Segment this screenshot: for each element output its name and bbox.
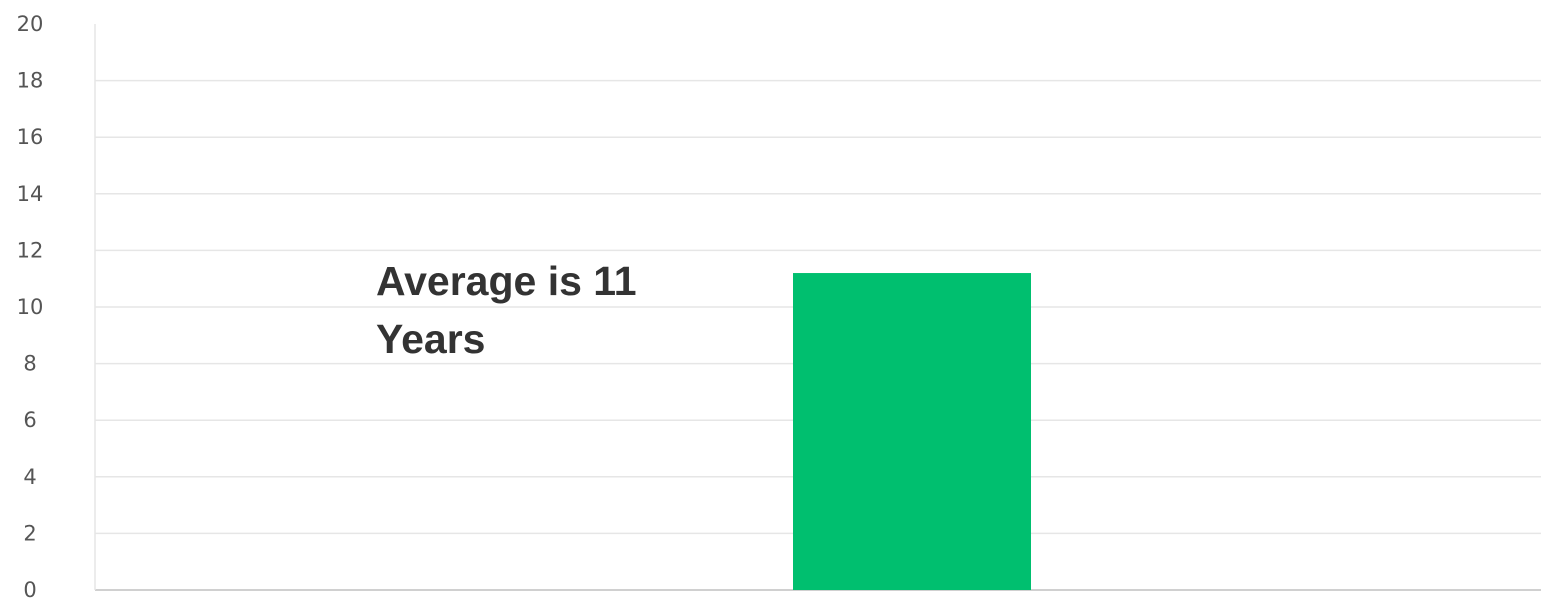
y-tick-label-4: 4: [23, 465, 36, 489]
bars: [793, 273, 1031, 590]
y-axis: 0 2 4 6 8 10 12 14 16 18 20: [17, 12, 96, 602]
y-tick-label-16: 16: [17, 125, 44, 149]
bar-0: [793, 273, 1031, 590]
y-tick-label-6: 6: [23, 408, 36, 432]
y-tick-label-18: 18: [17, 69, 44, 93]
y-tick-label-14: 14: [17, 182, 44, 206]
y-tick-label-2: 2: [23, 521, 36, 545]
y-tick-label-8: 8: [23, 352, 36, 376]
y-tick-label-12: 12: [17, 238, 44, 262]
average-annotation: Average is 11 Years: [376, 252, 706, 368]
y-tick-label-0: 0: [23, 578, 36, 602]
annotation-line-1: Average is 11: [376, 258, 637, 304]
annotation-line-2: Years: [376, 316, 486, 362]
y-tick-label-10: 10: [17, 295, 44, 319]
y-tick-label-20: 20: [17, 12, 44, 36]
